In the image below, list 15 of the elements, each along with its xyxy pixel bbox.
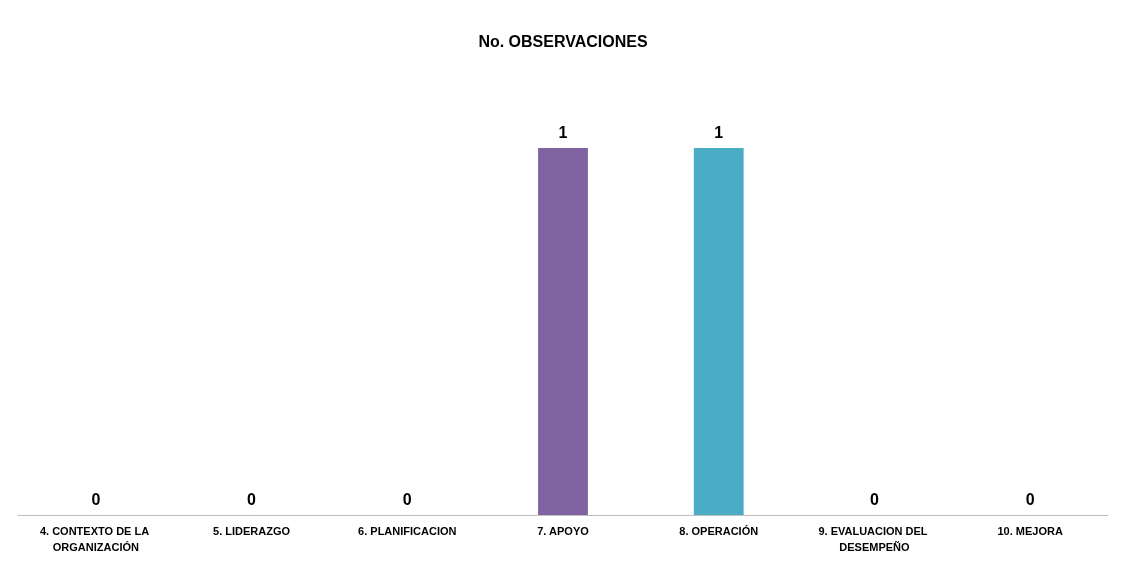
data-label: 0: [402, 490, 412, 508]
data-label: 0: [1025, 490, 1035, 508]
x-tick-label: 10. MEJORA: [997, 525, 1063, 537]
x-tick-label: 9. EVALUACION DEL DESEMPEÑO: [818, 525, 931, 553]
x-tick-label: 5. LIDERAZGO: [213, 525, 291, 537]
x-tick-label: 6. PLANIFICACION: [358, 525, 457, 537]
x-tick-label: 8. OPERACIÓN: [679, 525, 759, 537]
data-label: 0: [91, 490, 101, 508]
x-tick-label: 4. CONTEXTO DE LA ORGANIZACIÓN: [39, 525, 152, 553]
data-label: 0: [869, 490, 879, 508]
chart-title: No. OBSERVACIONES: [478, 32, 648, 50]
data-label: 0: [247, 490, 257, 508]
data-label: 1: [714, 123, 724, 141]
data-label: 1: [558, 123, 568, 141]
x-tick-label: 7. APOYO: [537, 525, 590, 537]
